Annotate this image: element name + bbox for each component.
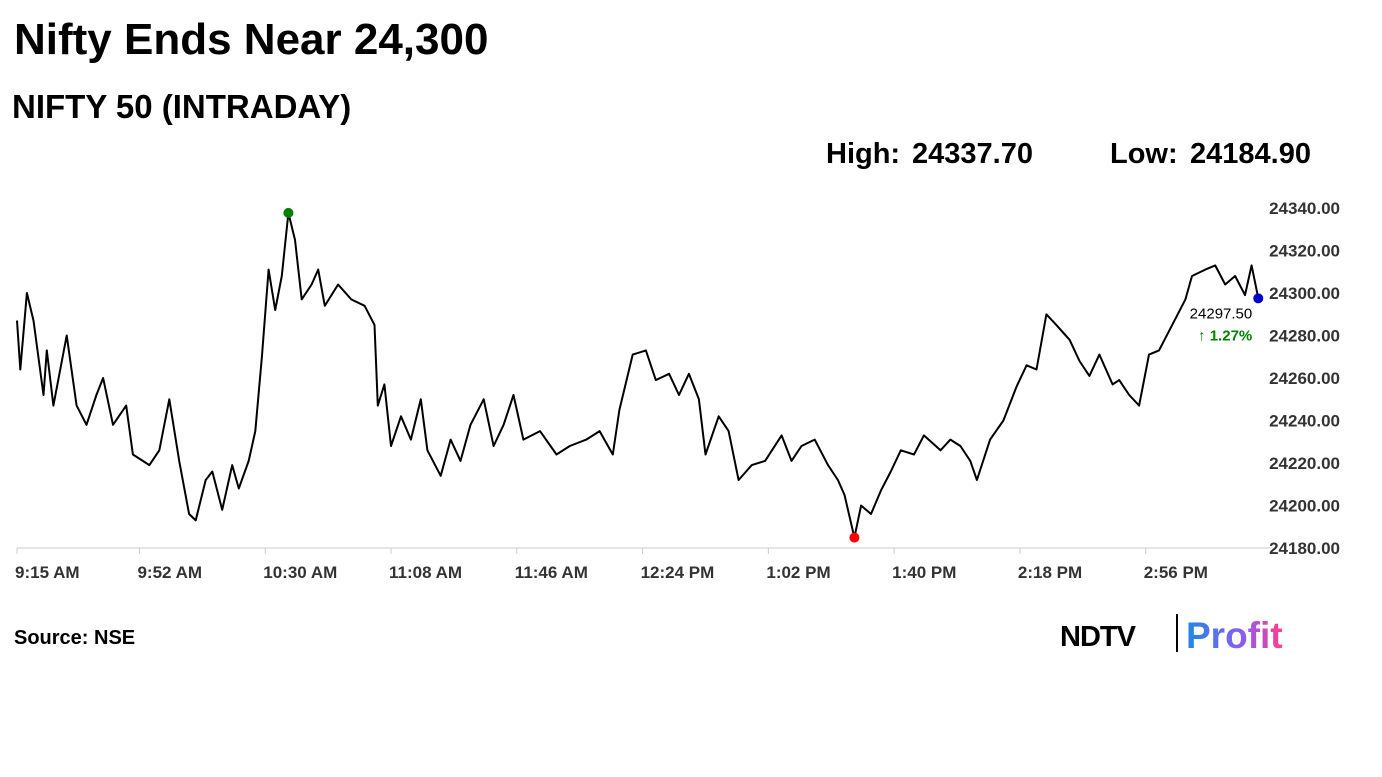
x-tick-label: 2:18 PM bbox=[1018, 563, 1082, 582]
x-tick-label: 12:24 PM bbox=[641, 563, 715, 582]
y-tick-label: 24340.00 bbox=[1269, 199, 1340, 218]
y-tick-label: 24300.00 bbox=[1269, 284, 1340, 303]
low-value: 24184.90 bbox=[1190, 138, 1311, 170]
x-tick-label: 9:15 AM bbox=[15, 563, 80, 582]
change-label: ↑ 1.27% bbox=[1198, 327, 1252, 344]
low-label: Low: bbox=[1110, 138, 1178, 170]
high-marker bbox=[283, 207, 294, 218]
x-tick-label: 9:52 AM bbox=[137, 563, 202, 582]
high-label: High: bbox=[826, 138, 900, 170]
y-tick-label: 24180.00 bbox=[1269, 539, 1340, 558]
logo-brand: NDTV bbox=[1060, 621, 1137, 653]
x-tick-label: 2:56 PM bbox=[1144, 563, 1208, 582]
y-tick-label: 24200.00 bbox=[1269, 497, 1340, 516]
logo-product: Profit bbox=[1186, 615, 1283, 656]
y-tick-label: 24320.00 bbox=[1269, 242, 1340, 261]
x-tick-label: 11:46 AM bbox=[515, 563, 588, 582]
x-tick-label: 1:40 PM bbox=[892, 563, 956, 582]
high-value: 24337.70 bbox=[912, 138, 1033, 170]
price-line bbox=[16, 211, 1260, 539]
y-tick-label: 24220.00 bbox=[1269, 454, 1340, 473]
last-marker bbox=[1253, 293, 1264, 304]
x-tick-label: 11:08 AM bbox=[389, 563, 462, 582]
source: Source: NSE bbox=[14, 627, 135, 649]
chart-subtitle: NIFTY 50 (INTRADAY) bbox=[12, 88, 351, 125]
x-tick-label: 10:30 AM bbox=[263, 563, 337, 582]
y-tick-label: 24260.00 bbox=[1269, 369, 1340, 388]
y-tick-label: 24240.00 bbox=[1269, 412, 1340, 431]
low-marker bbox=[849, 532, 860, 543]
x-tick-label: 1:02 PM bbox=[766, 563, 830, 582]
chart-title: Nifty Ends Near 24,300 bbox=[14, 15, 488, 64]
y-tick-label: 24280.00 bbox=[1269, 327, 1340, 346]
last-value-label: 24297.50 bbox=[1190, 305, 1253, 322]
